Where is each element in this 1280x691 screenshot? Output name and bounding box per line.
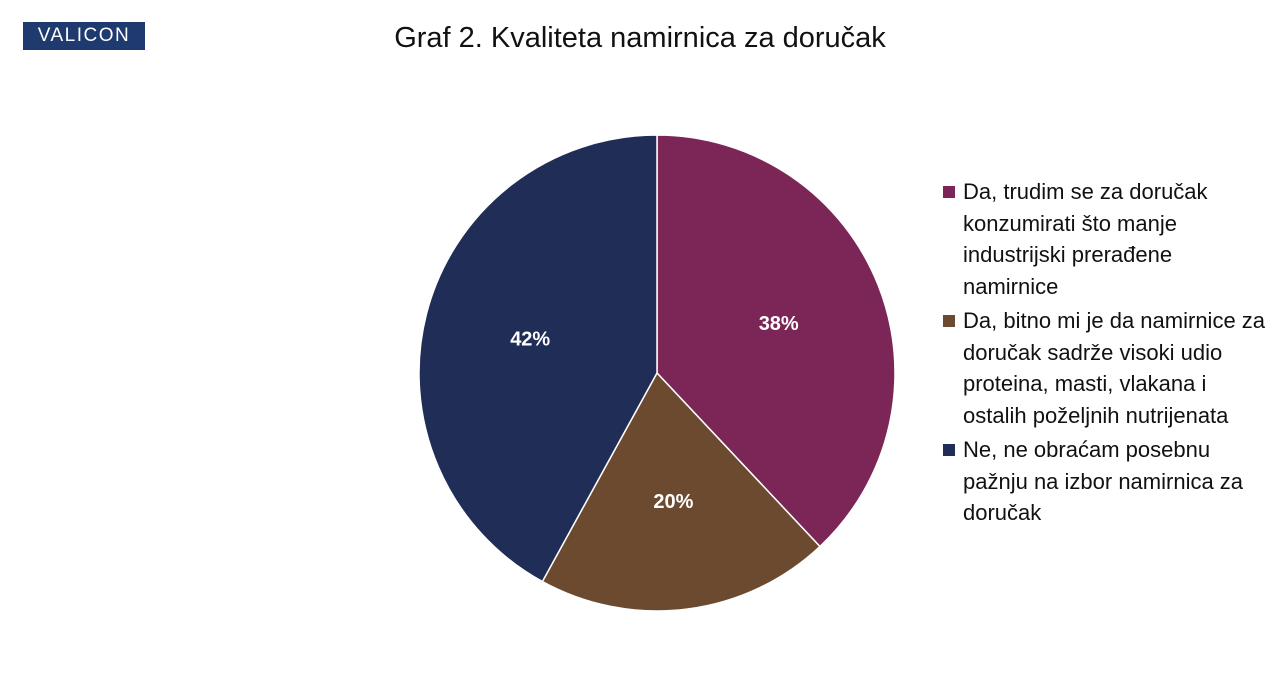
chart-title: Graf 2. Kvaliteta namirnica za doručak (394, 22, 886, 54)
legend-entry: Da, trudim se za doručak konzumirati što… (943, 176, 1273, 302)
data-label: 38% (759, 313, 799, 335)
legend-swatch (943, 186, 955, 198)
legend-label: Ne, ne obraćam posebnu pažnju na izbor n… (963, 437, 1244, 525)
pie-slice (541, 371, 821, 612)
data-label: 42% (510, 329, 550, 351)
pie-slice (656, 134, 896, 548)
legend-label: Da, bitno mi je da namirnice za doručak … (963, 308, 1266, 428)
legend: Da, trudim se za doručak konzumirati što… (943, 176, 1273, 532)
legend-entry: Ne, ne obraćam posebnu pažnju na izbor n… (943, 434, 1273, 529)
data-label: 20% (653, 491, 693, 513)
pie-slice (418, 134, 658, 583)
legend-entry: Da, bitno mi je da namirnice za doručak … (943, 305, 1273, 431)
legend-swatch (943, 444, 955, 456)
legend-swatch (943, 315, 955, 327)
legend-label: Da, trudim se za doručak konzumirati što… (963, 179, 1208, 299)
logo: VALICON (23, 22, 145, 50)
